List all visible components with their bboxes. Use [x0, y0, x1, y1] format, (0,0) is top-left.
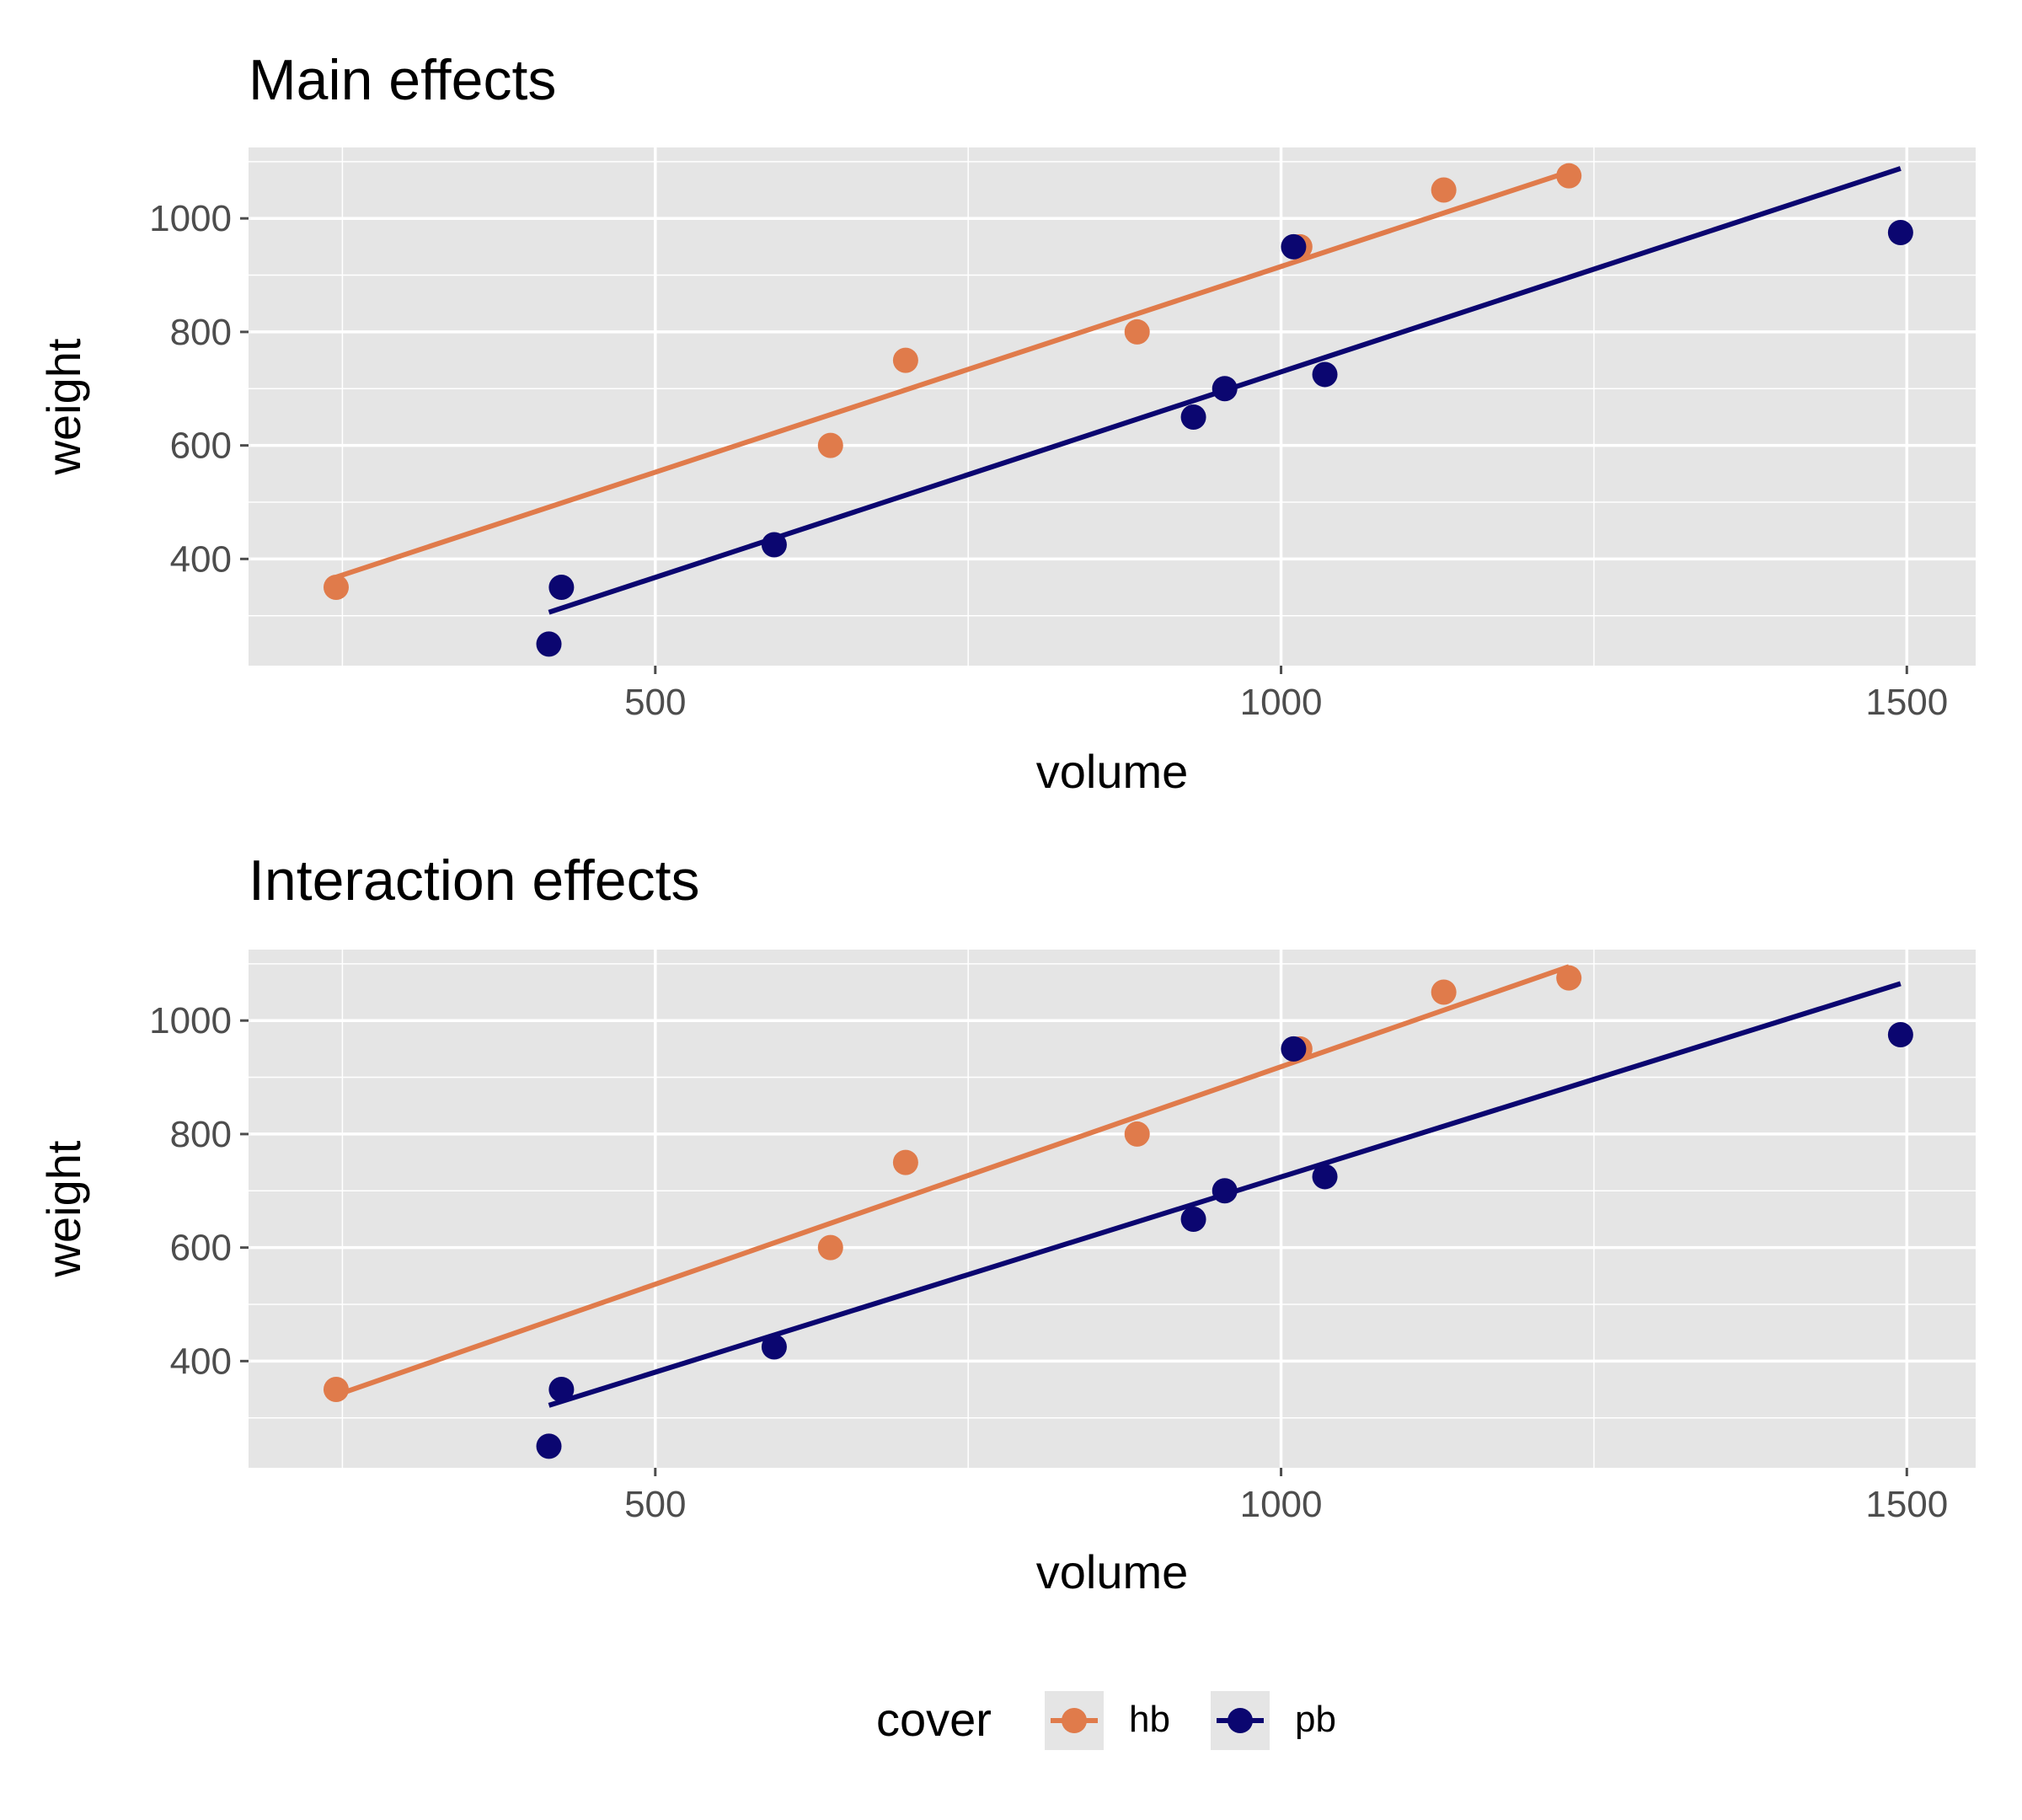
- x-axis-title: volume: [1036, 745, 1189, 798]
- data-point-pb: [1887, 1022, 1913, 1048]
- fit-line-hb: [335, 169, 1570, 580]
- data-point-pb: [536, 1433, 562, 1459]
- panel-title: Interaction effects: [249, 848, 700, 913]
- data-point-hb: [323, 575, 349, 601]
- plot-background: [249, 147, 1976, 666]
- x-axis-title: volume: [1036, 1545, 1189, 1598]
- data-point-pb: [761, 1334, 787, 1360]
- legend-key-point: [1228, 1708, 1253, 1733]
- data-point-pb: [548, 575, 575, 601]
- data-point-pb: [1312, 361, 1338, 388]
- data-point-pb: [548, 1377, 575, 1403]
- data-point-hb: [1124, 1121, 1150, 1147]
- legend-key-hb: [1045, 1691, 1104, 1750]
- chart-panel-2: Interaction effects 500 1000 1500 400 600 800 1…: [37, 848, 1976, 1598]
- data-point-hb: [323, 1377, 349, 1403]
- data-point-pb: [1281, 233, 1307, 260]
- data-point-hb: [1124, 318, 1150, 345]
- data-point-hb: [817, 1234, 843, 1261]
- legend-label-hb: hb: [1129, 1699, 1170, 1740]
- data-point-pb: [1212, 376, 1238, 402]
- fit-line-hb: [335, 964, 1570, 1398]
- legend-label-pb: pb: [1295, 1699, 1336, 1740]
- y-tick-label: 1000: [149, 1000, 232, 1041]
- x-tick-label: 1000: [1240, 682, 1323, 723]
- data-point-hb: [892, 347, 918, 373]
- x-tick-label: 1500: [1865, 1484, 1948, 1525]
- y-tick-label: 800: [170, 312, 232, 353]
- data-point-pb: [1212, 1178, 1238, 1204]
- y-axis-title: weight: [37, 338, 90, 475]
- data-point-hb: [1556, 163, 1582, 189]
- x-tick-label: 1500: [1865, 682, 1948, 723]
- legend-title: cover: [876, 1693, 992, 1746]
- data-point-hb: [892, 1149, 918, 1175]
- data-point-pb: [1887, 220, 1913, 246]
- y-tick-label: 1000: [149, 198, 232, 239]
- data-point-pb: [1180, 404, 1206, 430]
- y-axis-title: weight: [37, 1140, 90, 1277]
- x-tick-label: 500: [624, 1484, 686, 1525]
- legend: cover hb pb: [876, 1691, 1336, 1750]
- data-point-pb: [536, 631, 562, 657]
- data-point-pb: [1281, 1036, 1307, 1062]
- data-point-hb: [1556, 965, 1582, 991]
- panels: Main effects 500 1000 1500 400 600 800 1000 volu…: [37, 48, 1976, 1598]
- data-point-pb: [1312, 1164, 1338, 1190]
- data-point-hb: [817, 432, 843, 458]
- y-tick-label: 800: [170, 1114, 232, 1155]
- panel-title: Main effects: [249, 48, 556, 112]
- x-tick-label: 500: [624, 682, 686, 723]
- data-point-hb: [1431, 177, 1457, 203]
- y-tick-label: 600: [170, 426, 232, 467]
- data-point-pb: [761, 532, 787, 558]
- chart-panel-1: Main effects 500 1000 1500 400 600 800 1000 volu…: [37, 48, 1976, 798]
- y-tick-label: 600: [170, 1228, 232, 1269]
- data-point-hb: [1431, 979, 1457, 1005]
- data-point-pb: [1180, 1206, 1206, 1232]
- x-tick-label: 1000: [1240, 1484, 1323, 1525]
- legend-key-point: [1062, 1708, 1087, 1733]
- legend-key-pb: [1211, 1691, 1270, 1750]
- y-tick-label: 400: [170, 1341, 232, 1382]
- y-tick-label: 400: [170, 538, 232, 580]
- plot-background: [249, 950, 1976, 1468]
